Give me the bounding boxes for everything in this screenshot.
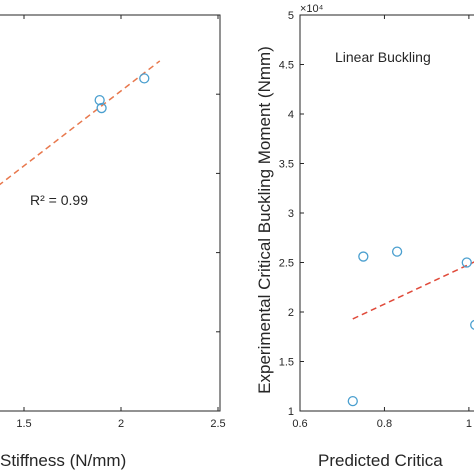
right-data-point (358, 251, 369, 262)
right-y-tick-label: 1 (288, 406, 294, 418)
left-data-point (94, 94, 105, 106)
right-x-axis-label: Predicted Critica (318, 451, 443, 470)
right-fit-line (352, 261, 474, 320)
left-data-point (96, 102, 107, 114)
right-tick-marks (299, 14, 470, 412)
left-x-tick-label: 2 (118, 418, 124, 430)
right-data-point (461, 257, 472, 268)
right-x-tick-label: 1 (466, 418, 472, 430)
left-r-squared-annotation: R² = 0.99 (30, 192, 88, 208)
left-fit-line (0, 60, 161, 186)
left-plot-frame (0, 14, 221, 412)
right-y-tick-labels: 1 1.5 2 2.5 3 3.5 4 4.5 5 (279, 10, 294, 418)
right-x-tick-label: 0.6 (292, 418, 307, 430)
right-data-points (347, 246, 474, 407)
left-x-tick-label: 2.5 (210, 418, 225, 430)
right-y-tick-label: 2 (288, 307, 294, 319)
right-y-tick-label: 3 (288, 208, 294, 220)
right-x-tick-label: 0.8 (377, 418, 392, 430)
right-y-tick-label: 1.5 (279, 357, 294, 369)
right-x-tick-labels: 0.6 0.8 1 (292, 418, 472, 430)
right-y-tick-label: 2.5 (279, 258, 294, 270)
right-y-tick-label: 5 (288, 10, 294, 22)
left-x-tick-labels: 1.5 2 2.5 (16, 418, 225, 430)
right-plot-frame (299, 14, 474, 412)
right-y-tick-label: 4 (288, 109, 294, 121)
right-y-tick-label: 3.5 (279, 159, 294, 171)
right-data-point (347, 395, 358, 407)
right-data-point (391, 246, 403, 257)
left-chart: 1.5 2 2.5 R² = 0.99 Stiffness (N/mm) (0, 14, 226, 470)
right-y-tick-label: 4.5 (279, 60, 294, 72)
left-data-points (94, 73, 150, 114)
left-tick-marks (23, 15, 220, 411)
left-x-axis-label: Stiffness (N/mm) (0, 451, 126, 470)
right-data-point (470, 319, 474, 330)
right-y-axis-label: Experimental Critical Buckling Moment (N… (255, 46, 274, 394)
right-chart: 1 1.5 2 2.5 3 3.5 4 4.5 5 0.6 0.8 1 ×10⁴ Linear Bu… (255, 3, 474, 470)
left-x-tick-label: 1.5 (16, 418, 31, 430)
right-legend-text: Linear Buckling (335, 49, 431, 65)
right-y-multiplier: ×10⁴ (300, 3, 324, 15)
left-data-point (139, 73, 150, 84)
